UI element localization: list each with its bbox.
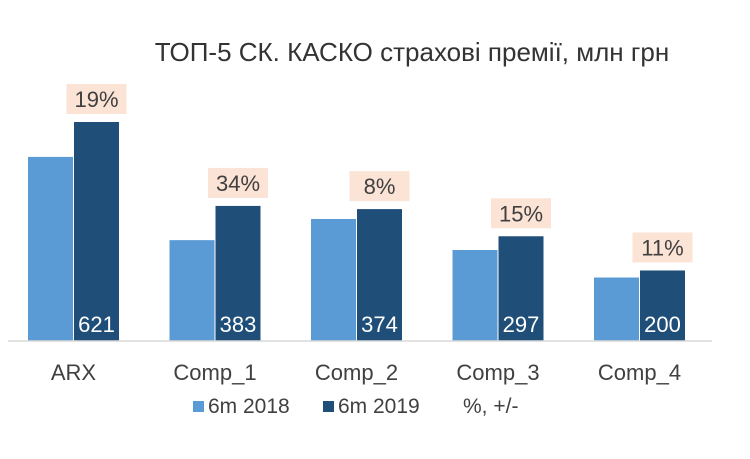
bar-comp-3-series-2 (498, 236, 544, 341)
bars-group (28, 122, 685, 341)
x-tick-label: Comp_3 (456, 360, 539, 385)
x-tick-label: Comp_2 (315, 360, 398, 385)
bar-arx-series-1 (28, 156, 73, 341)
bar-comp-1-series-2 (215, 205, 261, 341)
bar-comp-2-series-1 (311, 218, 356, 341)
chart-title: ТОП-5 СК. КАСКО страхові премії, млн грн (155, 37, 669, 67)
growth-label-bg (66, 84, 127, 114)
growth-label-bg (491, 198, 551, 229)
x-tick-label: Comp_1 (173, 360, 256, 385)
data-label-comp-1: 383 (220, 312, 257, 337)
data-label-comp-4: 200 (644, 312, 681, 337)
data-label-arx: 621 (78, 312, 115, 337)
legend-label: 6m 2019 (338, 395, 420, 418)
growth-label-comp-2: 8% (364, 174, 396, 199)
growth-label-bg (632, 232, 693, 263)
x-tick-label: Comp_4 (598, 360, 681, 385)
bar-arx-series-2 (74, 122, 119, 341)
growth-label-bg (208, 167, 268, 198)
bar-comp-4-series-2 (640, 270, 685, 341)
data-label-comp-2: 374 (361, 312, 398, 337)
legend-swatch (323, 401, 334, 412)
bar-comp-2-series-2 (357, 209, 402, 341)
growth-label-comp-3: 15% (499, 201, 543, 226)
legend-label: %, +/- (463, 395, 518, 418)
growth-label-comp-1: 34% (216, 171, 260, 196)
growth-label-comp-4: 11% (641, 235, 683, 260)
legend-swatch (193, 401, 204, 412)
x-tick-label: ARX (51, 360, 97, 385)
legend-label: 6m 2018 (208, 395, 290, 418)
data-label-comp-3: 297 (503, 312, 540, 337)
growth-label-bg (349, 171, 410, 202)
bar-comp-4-series-1 (594, 277, 639, 341)
growth-label-arx: 19% (74, 87, 118, 112)
labels-group: 621 19% 383 34% 374 8% 297 15% 200 11% (66, 84, 693, 337)
bar-comp-3-series-1 (452, 250, 498, 341)
bar-comp-1-series-1 (169, 240, 215, 341)
legend: 6m 2018 6m 2019 %, +/- (193, 395, 518, 418)
x-tick-labels: ARX Comp_1 Comp_2 Comp_3 Comp_4 (51, 360, 681, 385)
